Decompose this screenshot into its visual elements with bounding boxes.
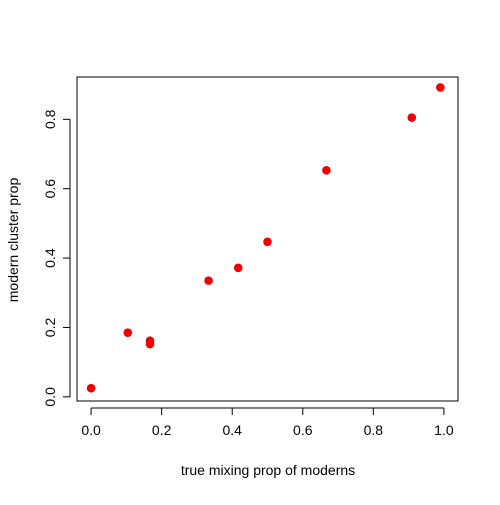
data-point: [407, 113, 417, 122]
data-point: [204, 276, 213, 285]
data-point: [86, 383, 96, 393]
y-tick-label: 0.6: [42, 179, 58, 199]
x-tick-label: 0.2: [152, 422, 172, 438]
data-point: [233, 263, 243, 273]
data-point: [322, 166, 331, 175]
y-tick-label: 0.2: [42, 318, 58, 338]
x-axis: 0.0 0.2 0.4 0.6 0.8 1.0: [81, 407, 454, 438]
x-tick-label: 0.8: [364, 422, 384, 438]
x-tick-label: 0.4: [222, 422, 242, 438]
data-point: [145, 339, 155, 349]
x-tick-label: 1.0: [434, 422, 454, 438]
x-tick-label: 0.6: [293, 422, 313, 438]
y-tick-label: 0.0: [42, 387, 58, 407]
y-axis-label: modern cluster prop: [5, 178, 21, 303]
data-point: [263, 237, 272, 247]
y-tick-label: 0.8: [42, 109, 58, 129]
x-axis-label: true mixing prop of moderns: [181, 462, 355, 478]
data-points: [86, 83, 445, 393]
data-point: [436, 83, 445, 92]
y-axis: 0.0 0.2 0.4 0.6 0.8: [42, 109, 71, 407]
y-tick-label: 0.4: [42, 248, 58, 268]
x-tick-label: 0.0: [81, 422, 101, 438]
plot-frame: [76, 76, 459, 402]
data-point: [123, 328, 133, 337]
